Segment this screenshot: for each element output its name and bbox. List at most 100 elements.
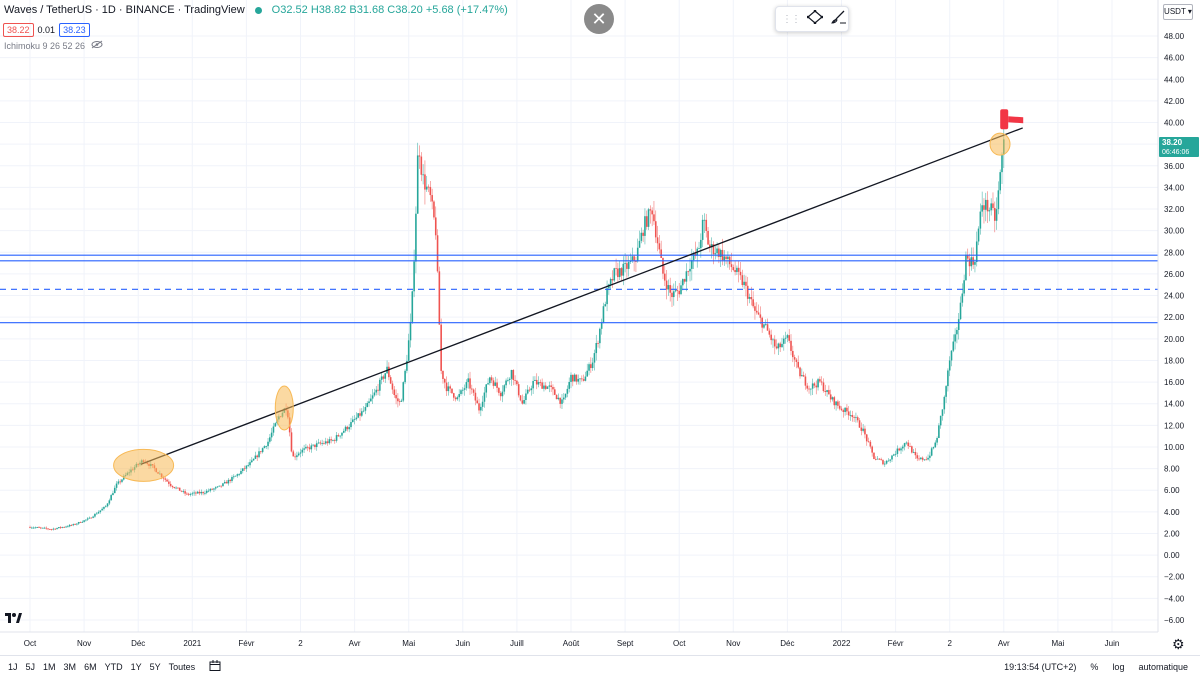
- candle-body: [220, 485, 222, 487]
- candle-body: [561, 399, 563, 404]
- candle-body: [745, 281, 747, 286]
- price-axis[interactable]: [1158, 0, 1200, 655]
- candle-body: [43, 527, 46, 529]
- sell-button[interactable]: 38.22: [3, 23, 34, 37]
- candle-body: [108, 500, 111, 504]
- open-value: O32.52: [271, 4, 308, 16]
- range-button-5j[interactable]: 5J: [25, 661, 36, 672]
- candle-body: [544, 385, 547, 389]
- candle-body: [373, 392, 376, 396]
- log-toggle[interactable]: log: [1112, 661, 1125, 672]
- candle-body: [710, 244, 713, 248]
- highlight-ellipse-1[interactable]: [113, 448, 175, 482]
- trendline-layer[interactable]: [140, 127, 1023, 465]
- indicator-label[interactable]: Ichimoku 9 26 52 26: [4, 40, 86, 51]
- candle-body: [786, 335, 789, 338]
- y-tick-label: −2.00: [1164, 573, 1185, 582]
- candle-body: [113, 487, 116, 494]
- candle-body: [788, 335, 791, 341]
- candle-body: [530, 388, 533, 391]
- candle-body: [701, 219, 704, 240]
- percent-toggle[interactable]: %: [1090, 661, 1099, 672]
- candle-body: [438, 271, 441, 325]
- shape-tool-icon[interactable]: [806, 9, 824, 28]
- candle-body: [900, 448, 902, 451]
- candle-body: [261, 448, 264, 453]
- candle-body: [489, 377, 491, 384]
- highlight-ellipse-3[interactable]: [989, 132, 1011, 156]
- highlight-ellipse-2[interactable]: [274, 385, 294, 431]
- candle-body: [361, 411, 363, 416]
- candle-body: [678, 290, 680, 295]
- candle-body: [404, 370, 406, 383]
- currency-selector[interactable]: USDT ▾: [1163, 4, 1193, 20]
- brush-tool-icon[interactable]: [830, 10, 848, 28]
- candle-body: [411, 291, 414, 322]
- candle-body: [249, 462, 251, 466]
- drag-handle-icon[interactable]: ⋮⋮: [782, 13, 801, 25]
- candle-body: [115, 483, 118, 488]
- candle-body: [741, 275, 744, 286]
- candle-body: [635, 261, 637, 262]
- candle-body: [303, 448, 305, 450]
- candle-body: [645, 216, 648, 227]
- candle-body: [874, 458, 877, 460]
- highlight-layer[interactable]: [113, 109, 1024, 482]
- candle-body: [458, 394, 460, 398]
- candle-body: [954, 334, 956, 342]
- range-button-3m[interactable]: 3M: [63, 661, 77, 672]
- eye-hidden-icon[interactable]: [91, 40, 103, 51]
- candle-body: [397, 398, 399, 402]
- candle-body: [94, 513, 96, 517]
- range-button-ytd[interactable]: YTD: [104, 661, 123, 672]
- candle-body: [445, 382, 448, 392]
- candle-body: [871, 446, 873, 453]
- candle-body: [366, 403, 369, 408]
- close-button[interactable]: ✕: [584, 4, 614, 34]
- candle-body: [892, 454, 895, 456]
- buy-button[interactable]: 38.23: [59, 23, 90, 37]
- candle-body: [665, 280, 668, 290]
- symbol-title[interactable]: Waves / TetherUS · 1D · BINANCE · Tradin…: [4, 4, 245, 16]
- range-button-1y[interactable]: 1Y: [130, 661, 142, 672]
- range-button-1j[interactable]: 1J: [8, 661, 18, 672]
- candle-body: [238, 473, 240, 475]
- candle-body: [454, 397, 457, 400]
- candle-body: [299, 452, 302, 454]
- calendar-icon[interactable]: [209, 659, 221, 674]
- candle-body: [759, 314, 762, 318]
- candle-body: [768, 330, 771, 335]
- gear-icon[interactable]: ⚙: [1172, 636, 1185, 652]
- candle-body: [705, 219, 708, 231]
- range-button-6m[interactable]: 6M: [84, 661, 97, 672]
- candle-body: [999, 172, 1001, 191]
- candle-body: [680, 285, 682, 295]
- candle-body: [260, 451, 262, 453]
- auto-toggle[interactable]: automatique: [1138, 661, 1188, 672]
- candle-body: [968, 258, 971, 267]
- candle-body: [647, 209, 650, 227]
- y-tick-label: 20.00: [1164, 335, 1185, 344]
- candle-body: [465, 382, 468, 389]
- range-button-5y[interactable]: 5Y: [149, 661, 161, 672]
- candle-body: [658, 243, 661, 250]
- candle-body: [806, 385, 809, 389]
- candle-body: [70, 524, 73, 526]
- candle-body: [72, 524, 75, 526]
- candle-body: [168, 481, 170, 484]
- y-tick-label: 16.00: [1164, 378, 1185, 387]
- candle-body: [732, 267, 735, 271]
- candle-body: [440, 324, 442, 371]
- candle-body: [633, 256, 635, 262]
- candle-body: [31, 527, 33, 529]
- range-button-1m[interactable]: 1M: [43, 661, 56, 672]
- candle-body: [270, 432, 273, 438]
- range-button-toutes[interactable]: Toutes: [168, 661, 196, 672]
- flag-icon[interactable]: [1000, 109, 1024, 130]
- y-tick-label: 8.00: [1164, 465, 1180, 474]
- trendline[interactable]: [140, 127, 1023, 465]
- clock-time[interactable]: 19:13:54 (UTC+2): [1004, 661, 1077, 672]
- candle-body: [559, 397, 561, 404]
- candle-body: [757, 312, 760, 315]
